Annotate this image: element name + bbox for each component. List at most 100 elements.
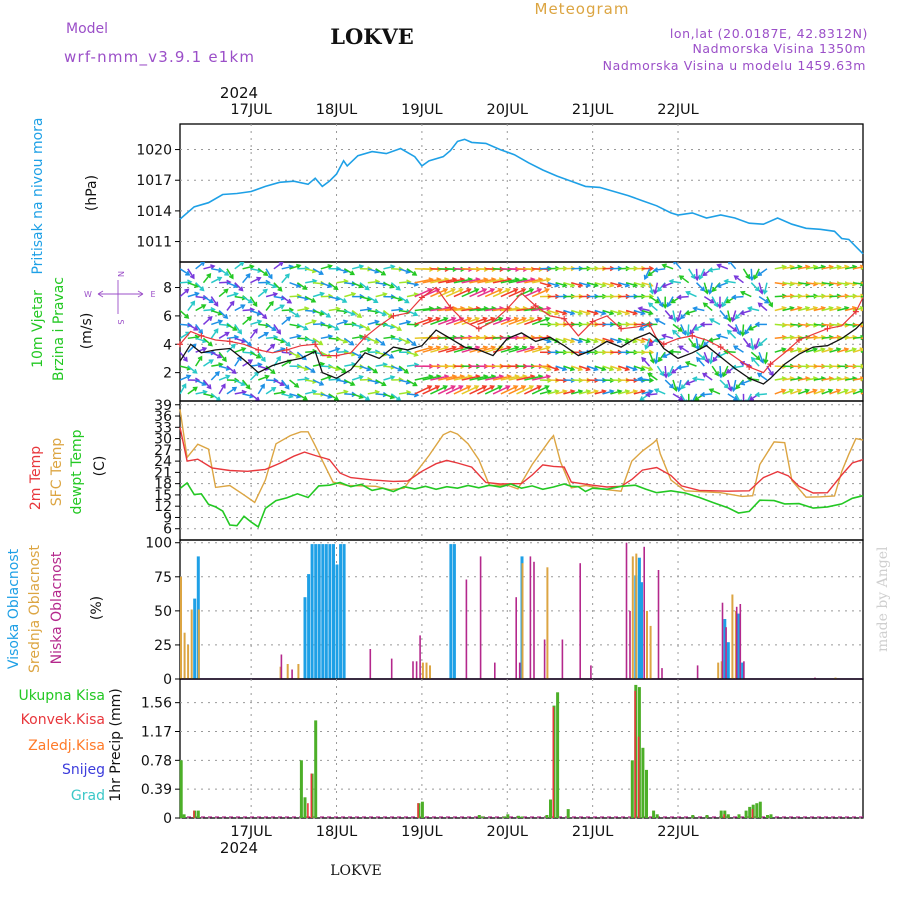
wind-arrow-head <box>529 316 535 322</box>
wind-arrow <box>516 375 535 381</box>
cloud-bar-visoka <box>303 597 307 679</box>
wind-arrow <box>195 262 205 270</box>
wind-arrow <box>821 348 833 353</box>
wind-arrow <box>532 278 550 284</box>
wind-arrow <box>689 324 698 335</box>
wind-arrow-head <box>546 306 552 312</box>
wind-arrow <box>524 317 542 326</box>
wind-arrow <box>594 390 606 395</box>
wind-arrow <box>250 351 261 359</box>
wind-arrow <box>711 365 719 376</box>
wind-arrow-head <box>333 395 340 401</box>
wind-arrow-head <box>474 288 480 294</box>
wind-arrow <box>594 337 606 343</box>
wind-arrow <box>453 375 472 381</box>
wind-arrow-head <box>373 298 379 303</box>
cloud-bar-niska <box>735 606 738 679</box>
cloud-bar-srednja <box>649 625 652 679</box>
precip-ytick-label: 1.17 <box>141 724 172 740</box>
wind-arrow-head <box>201 304 207 309</box>
compass-icon: N W E S <box>84 271 155 325</box>
wind-arrow <box>571 390 583 395</box>
wind-arrow-head <box>247 298 254 304</box>
precip-bar-konvek <box>637 736 640 818</box>
wind-arrow <box>618 309 629 315</box>
model-name: wrf-nmm_v3.9.1 e1km <box>64 48 255 67</box>
wind-arrow <box>702 372 713 381</box>
wind-arrow-head <box>754 391 760 398</box>
precip-bar-ukupna <box>420 801 424 818</box>
wind-arrow <box>359 282 370 291</box>
wind-arrow-head <box>366 347 372 353</box>
wind-arrow-head <box>230 343 236 349</box>
wind-arrow-head <box>609 310 615 316</box>
wind-arrow <box>610 390 622 395</box>
wind-arrow <box>782 265 794 270</box>
wind-arrow <box>180 281 192 284</box>
wind-arrow-head <box>749 345 756 351</box>
wind-arrow <box>672 323 683 332</box>
wind-arrow-head <box>544 288 550 294</box>
wind-arrow <box>805 307 817 312</box>
cloud-mid-title: Srednja Oblacnost <box>27 545 43 673</box>
temp-2m-axis-title: 2m Temp <box>28 446 44 510</box>
wind-arrow <box>813 348 825 353</box>
wind-arrow-head <box>577 338 584 344</box>
precip-bar-konvek <box>751 809 754 818</box>
wind-arrow <box>508 385 526 395</box>
precip-bar-konvek <box>307 803 309 818</box>
wind-arrow-head <box>234 377 240 384</box>
wind-arrow <box>751 357 760 367</box>
precip-bar-ukupna <box>556 692 560 818</box>
wind-arrow-head <box>676 294 682 300</box>
wind-arrow-head <box>451 345 458 351</box>
wind-arrow-head <box>736 330 742 336</box>
wind-arrow-head <box>267 274 273 280</box>
wind-arrow-head <box>677 327 683 332</box>
wind-arrow <box>218 268 229 276</box>
wind-arrow <box>758 337 768 347</box>
wind-arrow <box>375 379 386 386</box>
wind-arrow-head <box>731 294 737 300</box>
wind-arrow-head <box>273 377 279 384</box>
wind-arrow-head <box>750 356 756 362</box>
wind-arrow-head <box>693 396 700 401</box>
precip-bar-ukupna <box>481 816 485 818</box>
wind-arrow-head <box>520 385 527 391</box>
wind-arrow <box>422 317 440 326</box>
wind-arrow <box>748 307 760 312</box>
wind-arrow <box>844 389 856 395</box>
wind-arrow <box>312 337 323 346</box>
precip-bar-ukupna <box>502 816 506 818</box>
wind-arrow-head <box>689 329 695 335</box>
wind-arrow-head <box>505 385 511 391</box>
wind-arrow <box>829 336 841 340</box>
wind-arrow-head <box>481 288 488 294</box>
cloud-bar-visoka <box>741 662 745 679</box>
wind-arrow-head <box>395 285 401 291</box>
wind-arrow <box>187 336 199 340</box>
wind-arrow-head <box>195 377 201 383</box>
wind-arrow <box>758 351 764 363</box>
wind-arrow <box>226 344 236 353</box>
wind-arrow <box>234 391 246 395</box>
sfc-temp-line <box>179 409 864 504</box>
wind-arrow-head <box>685 331 691 337</box>
wind-arrow-head <box>200 262 205 266</box>
compass-cross <box>97 280 144 314</box>
temp-ytick-label: 18 <box>154 477 172 493</box>
wind-arrow-field <box>180 262 863 401</box>
wind-arrow-head <box>506 345 512 351</box>
wind-arrow-head <box>668 349 674 355</box>
wind-arrow-head <box>714 371 720 377</box>
wind-arrow-head <box>702 372 708 378</box>
wind-gust-marker <box>589 318 596 325</box>
wind-arrow-head <box>562 310 568 316</box>
wind-arrow-head <box>286 316 292 322</box>
wind-arrow-head <box>632 282 639 288</box>
wind-arrow <box>445 307 465 312</box>
wind-arrow-head <box>256 319 263 325</box>
wind-arrow-head <box>220 383 226 389</box>
wind-arrow <box>281 393 293 398</box>
